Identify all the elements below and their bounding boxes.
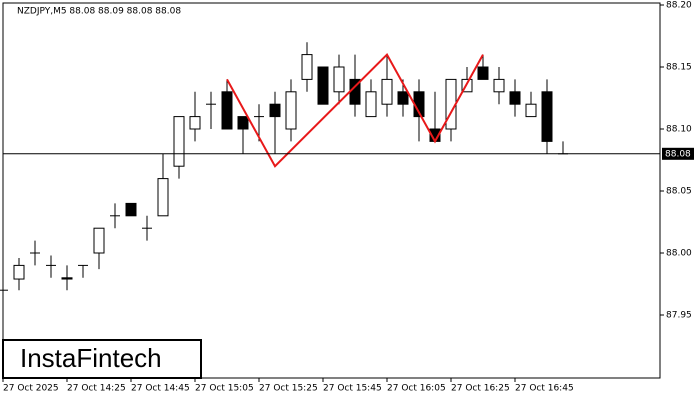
candle-body [13, 264, 25, 280]
candle-body [173, 116, 185, 167]
pattern-line [226, 52, 484, 168]
logo-box [2, 339, 202, 379]
candle-body [237, 116, 249, 130]
candle-body [301, 54, 313, 80]
candle-body [493, 78, 505, 93]
x-tick-label: 27 Oct 16:45 [515, 384, 574, 394]
candle-body [189, 116, 201, 130]
candle-body [269, 103, 281, 118]
candle-body [157, 178, 169, 217]
candle-body [541, 91, 553, 142]
y-tick-label: 88.10 [666, 125, 692, 135]
y-tick-label: 88.15 [666, 63, 692, 73]
y-tick-label: 88.20 [666, 1, 692, 11]
candle-body [477, 66, 489, 80]
x-tick-label: 27 Oct 16:05 [387, 384, 446, 394]
x-tick-label: 27 Oct 15:05 [195, 384, 254, 394]
x-tick-label: 27 Oct 15:45 [323, 384, 382, 394]
y-tick-label: 88.00 [666, 249, 692, 259]
price-label: 88.08 [665, 149, 691, 159]
candle-body [509, 91, 521, 105]
chart-header: NZDJPY,M5 88.08 88.09 88.08 88.08 [17, 7, 181, 17]
y-tick-label: 88.05 [666, 187, 692, 197]
candle-body [333, 66, 345, 93]
price-label-box [662, 147, 694, 160]
y-tick-label: 87.95 [666, 311, 692, 321]
candle-body [61, 277, 73, 280]
x-tick-label: 27 Oct 2025 [3, 384, 59, 394]
candle-body [461, 78, 473, 93]
x-tick-label: 27 Oct 16:25 [451, 384, 510, 394]
candle-body [93, 227, 105, 254]
candle-body [397, 91, 409, 105]
candle-body [381, 78, 393, 105]
x-tick-label: 27 Oct 14:45 [131, 384, 190, 394]
candle-body [221, 91, 233, 130]
candle-body [525, 103, 537, 118]
candle-body [317, 66, 329, 105]
candle-body [285, 91, 297, 130]
plot-frame [2, 2, 661, 379]
candle-body [125, 202, 137, 217]
x-tick-label: 27 Oct 14:25 [67, 384, 126, 394]
candle-body [365, 91, 377, 118]
x-tick-label: 27 Oct 15:25 [259, 384, 318, 394]
logo: InstaFintech [20, 343, 162, 373]
